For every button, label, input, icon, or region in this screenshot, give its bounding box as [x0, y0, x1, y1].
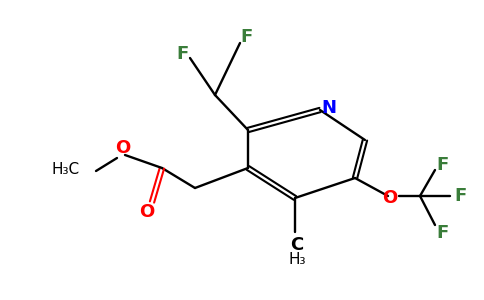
- Text: F: F: [437, 156, 449, 174]
- Text: O: O: [382, 189, 398, 207]
- Text: C: C: [290, 236, 303, 254]
- Text: O: O: [115, 139, 131, 157]
- Text: F: F: [241, 28, 253, 46]
- Text: H₃: H₃: [288, 251, 306, 266]
- Text: O: O: [139, 203, 154, 221]
- Text: F: F: [454, 187, 466, 205]
- Text: F: F: [177, 45, 189, 63]
- Text: N: N: [321, 99, 336, 117]
- Text: H₃C: H₃C: [52, 163, 80, 178]
- Text: F: F: [437, 224, 449, 242]
